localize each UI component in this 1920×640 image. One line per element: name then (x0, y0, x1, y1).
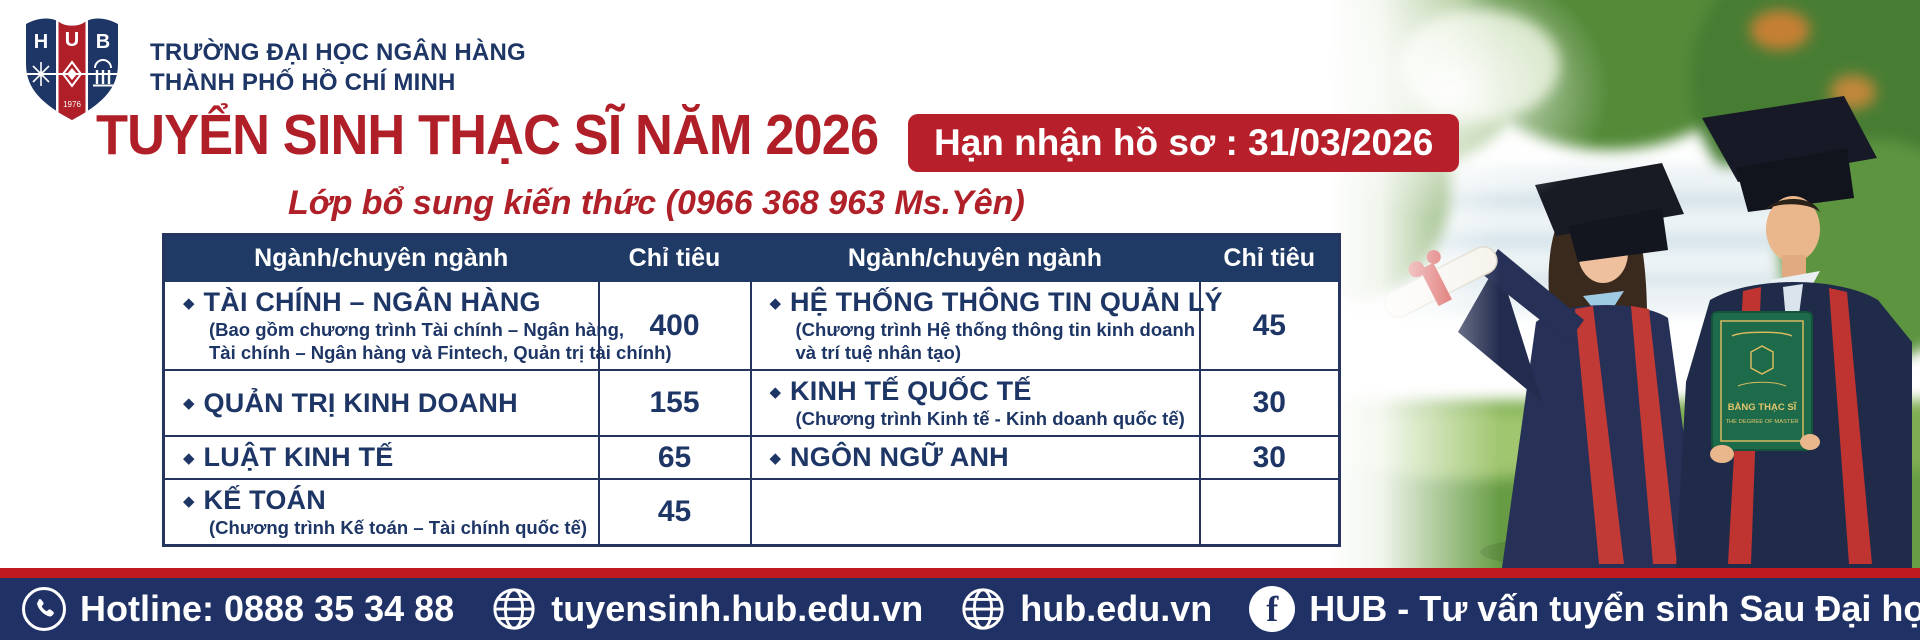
table-row: ◆ LUẬT KINH TẾ 65 ◆ NGÔN NGỮ ANH 30 (162, 435, 1341, 480)
website-secondary: hub.edu.vn (1020, 588, 1213, 629)
program-note: và trí tuệ nhân tạo) (795, 342, 962, 363)
program-cell: ◆ TÀI CHÍNH – NGÂN HÀNG (Bao gồm chương … (162, 280, 672, 371)
website-primary-item: tuyensinh.hub.edu.vn (491, 586, 923, 632)
deadline-badge: Hạn nhận hồ sơ : 31/03/2026 (908, 114, 1460, 172)
program-cell: ◆ KẾ TOÁN (Chương trình Kế toán – Tài ch… (162, 478, 600, 547)
program-note: Tài chính – Ngân hàng và Fintech, Quản t… (209, 342, 672, 363)
quota-cell: 45 (597, 478, 752, 547)
header-quota-right: Chỉ tiêu (1198, 233, 1341, 282)
globe-icon (491, 586, 537, 632)
program-name: QUẢN TRỊ KINH DOANH (203, 387, 518, 418)
header-program-left: Ngành/chuyên ngành (162, 233, 600, 282)
hotline-text: Hotline: 0888 35 34 88 (80, 588, 455, 629)
logo-letter-h: H (34, 31, 48, 53)
program-note: (Chương trình Hệ thống thông tin kinh do… (795, 319, 1196, 340)
quota-cell: 65 (597, 435, 752, 480)
graduates-photo: BẰNG THẠC SĨ THE DEGREE OF MASTER (1330, 0, 1920, 568)
phone-icon (22, 587, 66, 631)
university-name: TRƯỜNG ĐẠI HỌC NGÂN HÀNG THÀNH PHỐ HỒ CH… (150, 38, 526, 98)
program-note: (Chương trình Kế toán – Tài chính quốc t… (209, 517, 588, 538)
program-note: (Chương trình Kinh tế - Kinh doanh quốc … (795, 408, 1185, 429)
hotline-item: Hotline: 0888 35 34 88 (22, 587, 454, 631)
logo-year: 1976 (63, 100, 81, 109)
program-cell: ◆ QUẢN TRỊ KINH DOANH (162, 369, 600, 437)
university-name-line1: TRƯỜNG ĐẠI HỌC NGÂN HÀNG (150, 39, 526, 66)
facebook-icon: f (1249, 586, 1296, 632)
diamond-bullet-icon: ◆ (183, 492, 195, 510)
diamond-bullet-icon: ◆ (769, 449, 782, 467)
website-primary: tuyensinh.hub.edu.vn (551, 588, 924, 629)
quota-cell: 30 (1198, 435, 1341, 480)
program-name: LUẬT KINH TẾ (203, 442, 394, 472)
quota-cell: 155 (597, 369, 752, 437)
orange-flowers (1750, 10, 1810, 50)
facebook-item: f HUB - Tư vấn tuyển sinh Sau Đại học (1249, 586, 1920, 632)
diamond-bullet-icon: ◆ (183, 294, 195, 312)
male-graduate: BẰNG THẠC SĨ THE DEGREE OF MASTER (1676, 96, 1912, 568)
program-cell: ◆ LUẬT KINH TẾ (162, 435, 600, 480)
program-name: HỆ THỐNG THÔNG TIN QUẢN LÝ (790, 287, 1223, 317)
program-name: TÀI CHÍNH – NGÂN HÀNG (203, 287, 541, 317)
table-row: ◆ KẾ TOÁN (Chương trình Kế toán – Tài ch… (162, 478, 1341, 547)
photo-white-fade (1330, 0, 1500, 568)
website-secondary-item: hub.edu.vn (960, 586, 1212, 632)
program-name: KẾ TOÁN (203, 485, 326, 515)
program-name: KINH TẾ QUỐC TẾ (790, 376, 1032, 406)
program-cell: ◆ NGÔN NGỮ ANH (749, 435, 1201, 480)
quota-cell: 45 (1198, 280, 1341, 371)
program-note: (Bao gồm chương trình Tài chính – Ngân h… (209, 319, 625, 340)
globe-icon (960, 586, 1006, 632)
header-quota-left: Chỉ tiêu (597, 233, 752, 282)
graduates-figures: BẰNG THẠC SĨ THE DEGREE OF MASTER (1384, 96, 1912, 568)
table-row: ◆ QUẢN TRỊ KINH DOANH 155 ◆ KINH TẾ QUỐC… (162, 369, 1341, 437)
diamond-bullet-icon: ◆ (769, 383, 782, 401)
program-cell-empty (749, 478, 1201, 547)
admissions-table-wrapper: Ngành/chuyên ngành Chỉ tiêu Ngành/chuyên… (162, 233, 1341, 547)
certificate-title: BẰNG THẠC SĨ (1728, 402, 1798, 413)
table-row: ◆ TÀI CHÍNH – NGÂN HÀNG (Bao gồm chương … (162, 280, 1341, 371)
program-name: NGÔN NGỮ ANH (790, 442, 1009, 472)
diamond-bullet-icon: ◆ (183, 449, 195, 467)
quota-cell: 400 (597, 280, 752, 371)
diamond-bullet-icon: ◆ (769, 294, 782, 312)
admissions-table: Ngành/chuyên ngành Chỉ tiêu Ngành/chuyên… (162, 233, 1341, 547)
program-cell: ◆ HỆ THỐNG THÔNG TIN QUẢN LÝ (Chương trì… (749, 280, 1223, 371)
logo-letter-b: B (96, 31, 110, 53)
university-logo: H U B 1976 (20, 12, 124, 122)
program-cell: ◆ KINH TẾ QUỐC TẾ (Chương trình Kinh tế … (749, 369, 1201, 437)
master-degree-certificate: BẰNG THẠC SĨ THE DEGREE OF MASTER (1711, 311, 1813, 451)
logo-letter-u: U (65, 29, 79, 51)
facebook-page: HUB - Tư vấn tuyển sinh Sau Đại học (1309, 588, 1920, 629)
diamond-bullet-icon: ◆ (183, 395, 195, 412)
knowledge-course-subtitle: Lớp bổ sung kiến thức (0966 368 963 Ms.Y… (288, 184, 1025, 222)
university-name-line2: THÀNH PHỐ HỒ CHÍ MINH (150, 69, 456, 96)
page-title: TUYỂN SINH THẠC SĨ NĂM 2026 (96, 103, 879, 167)
quota-cell-empty (1198, 478, 1341, 547)
footer-bar: Hotline: 0888 35 34 88 tuyensinh.hub.edu… (0, 578, 1920, 640)
red-divider-stripe (0, 568, 1920, 578)
header-program-right: Ngành/chuyên ngành (749, 233, 1201, 282)
logo-shield: H U B 1976 (24, 16, 120, 122)
certificate-subtitle: THE DEGREE OF MASTER (1725, 419, 1798, 425)
quota-cell: 30 (1198, 369, 1341, 437)
